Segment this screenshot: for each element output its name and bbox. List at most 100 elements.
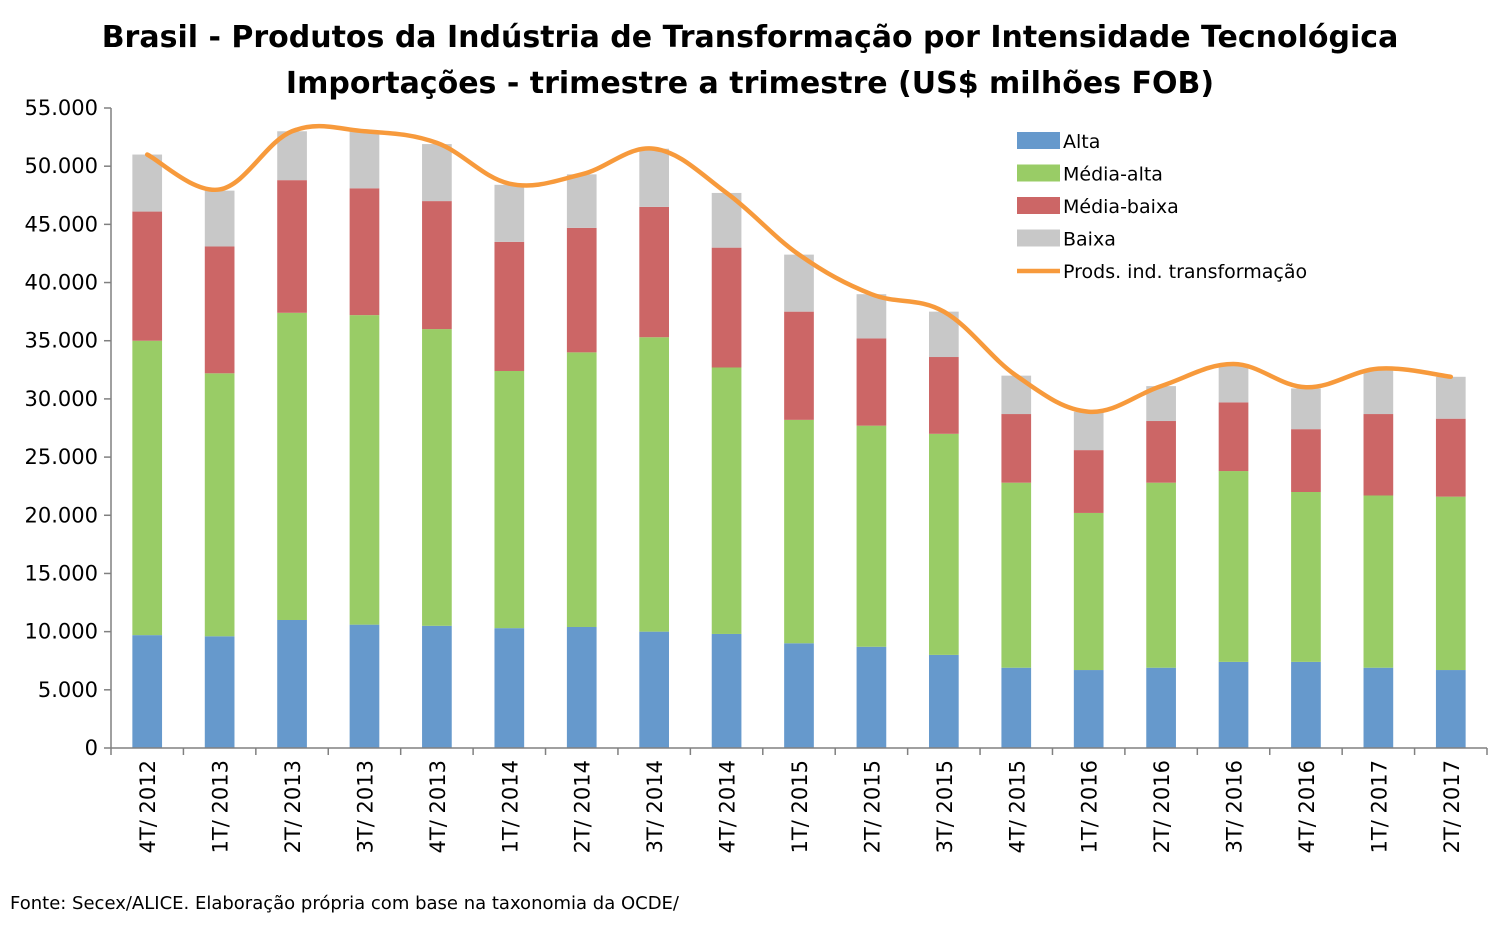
x-tick-label: 1T/ 2016 [1078, 760, 1102, 853]
bar-baixa-3 [349, 131, 380, 189]
bar-alta-12 [1001, 667, 1032, 748]
y-tick-label: 0 [85, 736, 98, 760]
y-tick-label: 5.000 [38, 678, 98, 702]
bar-m-dia-alta-13 [1073, 512, 1104, 671]
legend-swatch-alta [1017, 132, 1060, 149]
bar-m-dia-baixa-7 [639, 206, 669, 338]
legend-label: Prods. ind. transformação [1063, 261, 1307, 283]
bar-m-dia-baixa-2 [277, 180, 307, 313]
bar-m-dia-alta-12 [1001, 482, 1032, 668]
bar-m-dia-alta-17 [1363, 495, 1394, 668]
bar-alta-5 [494, 628, 525, 748]
bar-baixa-0 [132, 154, 163, 212]
legend-label: Média-alta [1063, 164, 1163, 186]
x-tick-label: 4T/ 2012 [136, 760, 160, 853]
bar-m-dia-baixa-1 [204, 246, 235, 374]
bar-m-dia-alta-9 [784, 419, 814, 644]
bar-m-dia-baixa-10 [856, 338, 887, 426]
x-tick-label: 3T/ 2015 [933, 760, 957, 853]
bar-baixa-17 [1363, 369, 1394, 415]
bar-m-dia-baixa-0 [132, 211, 163, 341]
y-tick-label: 50.000 [25, 154, 98, 178]
bar-baixa-5 [494, 184, 525, 242]
bar-baixa-13 [1073, 411, 1104, 451]
bar-m-dia-baixa-3 [349, 188, 380, 316]
bar-baixa-10 [856, 294, 887, 339]
legend-label: Média-baixa [1063, 196, 1179, 218]
bar-m-dia-baixa-18 [1435, 418, 1466, 497]
bar-alta-17 [1363, 667, 1394, 748]
bar-m-dia-alta-18 [1435, 496, 1466, 671]
bar-baixa-16 [1291, 388, 1321, 430]
x-tick-label: 2T/ 2015 [860, 760, 884, 853]
x-tick-label: 1T/ 2015 [788, 760, 812, 853]
x-tick-label: 4T/ 2013 [426, 760, 450, 853]
bar-m-dia-baixa-17 [1363, 414, 1394, 496]
y-tick-label: 20.000 [25, 503, 98, 527]
bar-alta-14 [1146, 667, 1176, 748]
x-tick-label: 2T/ 2016 [1150, 760, 1174, 853]
legend-swatch-m-dia-alta [1017, 164, 1060, 182]
bar-m-dia-alta-16 [1291, 492, 1321, 662]
legend-label: Alta [1063, 131, 1100, 153]
bar-m-dia-baixa-6 [566, 227, 597, 353]
x-tick-label: 2T/ 2017 [1440, 760, 1464, 853]
y-tick-label: 15.000 [25, 561, 98, 585]
bar-m-dia-baixa-15 [1218, 402, 1249, 472]
x-tick-label: 2T/ 2013 [281, 760, 305, 853]
x-tick-label: 3T/ 2013 [353, 760, 377, 853]
bar-alta-15 [1218, 661, 1249, 748]
legend-swatch-baixa [1017, 229, 1060, 247]
bar-alta-7 [639, 631, 669, 748]
bar-m-dia-baixa-16 [1291, 429, 1321, 492]
y-tick-label: 35.000 [25, 329, 98, 353]
bar-m-dia-baixa-11 [929, 357, 959, 434]
bar-alta-10 [856, 646, 887, 748]
bar-m-dia-alta-10 [856, 425, 887, 647]
bar-m-dia-alta-2 [277, 312, 307, 620]
bar-m-dia-alta-1 [204, 373, 235, 637]
bar-alta-16 [1291, 661, 1321, 748]
bar-m-dia-alta-8 [711, 367, 742, 634]
bar-alta-3 [349, 624, 380, 748]
bar-baixa-7 [639, 148, 669, 207]
x-tick-label: 3T/ 2014 [643, 760, 667, 853]
x-tick-label: 4T/ 2014 [716, 760, 740, 853]
source-note: Fonte: Secex/ALICE. Elaboração própria c… [10, 893, 679, 914]
x-tick-label: 4T/ 2015 [1005, 760, 1029, 853]
bar-baixa-6 [566, 174, 597, 228]
bar-baixa-15 [1218, 364, 1249, 403]
bar-m-dia-alta-5 [494, 370, 525, 629]
x-tick-label: 2T/ 2014 [571, 760, 595, 853]
chart-subtitle: Importações - trimestre a trimestre (US$… [285, 66, 1215, 101]
bar-alta-11 [929, 654, 959, 748]
bars-layer [132, 131, 1466, 748]
bar-m-dia-baixa-9 [784, 311, 814, 420]
bar-baixa-9 [784, 254, 814, 312]
bar-m-dia-alta-4 [422, 329, 452, 626]
y-tick-label: 30.000 [25, 387, 98, 411]
bar-m-dia-baixa-14 [1146, 421, 1176, 483]
bar-alta-9 [784, 643, 814, 748]
x-tick-label: 1T/ 2014 [498, 760, 522, 853]
y-tick-label: 10.000 [25, 620, 98, 644]
legend: Alta Média-alta Média-baixa Baixa Prods. ind… [1017, 131, 1307, 283]
bar-baixa-4 [422, 144, 452, 202]
x-tick-label: 1T/ 2017 [1367, 760, 1391, 853]
bar-m-dia-baixa-8 [711, 247, 742, 368]
bar-alta-8 [711, 633, 742, 748]
bar-m-dia-alta-0 [132, 340, 163, 636]
bar-m-dia-baixa-13 [1073, 450, 1104, 513]
bar-alta-4 [422, 625, 452, 748]
bar-m-dia-alta-14 [1146, 482, 1176, 668]
bar-alta-2 [277, 620, 307, 748]
legend-label: Baixa [1063, 229, 1116, 251]
bar-m-dia-baixa-5 [494, 241, 525, 371]
bar-alta-0 [132, 635, 163, 748]
bar-m-dia-alta-15 [1218, 471, 1249, 662]
y-tick-label: 45.000 [25, 212, 98, 236]
bar-alta-6 [566, 626, 597, 748]
bar-baixa-1 [204, 190, 235, 247]
x-tick-label: 3T/ 2016 [1223, 760, 1247, 853]
